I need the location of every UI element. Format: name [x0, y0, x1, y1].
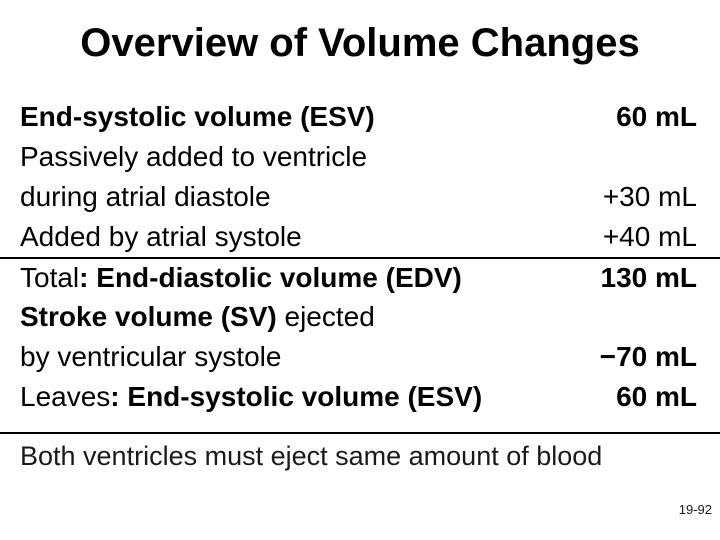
table-row: Total: End-diastolic volume (EDV) 130 mL	[0, 257, 720, 297]
row-label-segment: Leaves	[20, 381, 111, 412]
row-value: 130 mL	[600, 262, 698, 293]
row-label: Stroke volume (SV) ejected	[20, 297, 375, 337]
row-value: +40 mL	[602, 221, 697, 252]
row-value: +30 mL	[602, 181, 697, 212]
table-row: during atrial diastole +30 mL	[0, 177, 720, 217]
table-row: End-systolic volume (ESV) 60 mL	[0, 97, 720, 137]
table-row: Stroke volume (SV) ejected	[0, 297, 720, 337]
row-label-segment: Stroke volume (SV)	[20, 301, 277, 332]
row-label-segment: End-systolic volume (ESV)	[119, 381, 483, 412]
row-value: −70 mL	[599, 341, 697, 372]
table-row: Passively added to ventricle	[0, 137, 720, 177]
row-label-segment: Total	[20, 262, 80, 293]
row-label-segment: :	[110, 381, 120, 412]
row-label: End-systolic volume (ESV)	[20, 97, 375, 137]
volume-table: End-systolic volume (ESV) 60 mL Passively …	[0, 97, 720, 417]
row-label-segment: ejected	[276, 301, 375, 332]
row-value: 60 mL	[616, 101, 697, 132]
row-label: during atrial diastole	[20, 177, 271, 217]
row-label-segment: End-systolic volume (ESV)	[20, 101, 375, 132]
row-label-segment: Passively added to ventricle	[20, 141, 368, 172]
footer-divider	[0, 432, 720, 434]
footer-note: Both ventricles must eject same amount o…	[20, 441, 603, 471]
row-value: 60 mL	[616, 381, 697, 412]
row-label-segment: :	[79, 262, 89, 293]
row-label-segment: End-diastolic volume (EDV)	[88, 262, 462, 293]
row-label-segment: by ventricular systole	[20, 341, 282, 372]
row-label: Total: End-diastolic volume (EDV)	[20, 258, 462, 298]
row-label: Added by atrial systole	[20, 217, 302, 257]
row-label-segment: Added by atrial systole	[20, 221, 302, 252]
slide-title: Overview of Volume Changes	[80, 21, 640, 65]
row-label: Passively added to ventricle	[20, 137, 367, 177]
row-label: Leaves: End-systolic volume (ESV)	[20, 377, 482, 417]
table-row: Leaves: End-systolic volume (ESV) 60 mL	[0, 377, 720, 417]
table-row: by ventricular systole −70 mL	[0, 337, 720, 377]
row-label: by ventricular systole	[20, 337, 281, 377]
row-label-segment: during atrial diastole	[20, 181, 271, 212]
table-row: Added by atrial systole +40 mL	[0, 217, 720, 257]
page-number: 19-92	[678, 502, 712, 517]
